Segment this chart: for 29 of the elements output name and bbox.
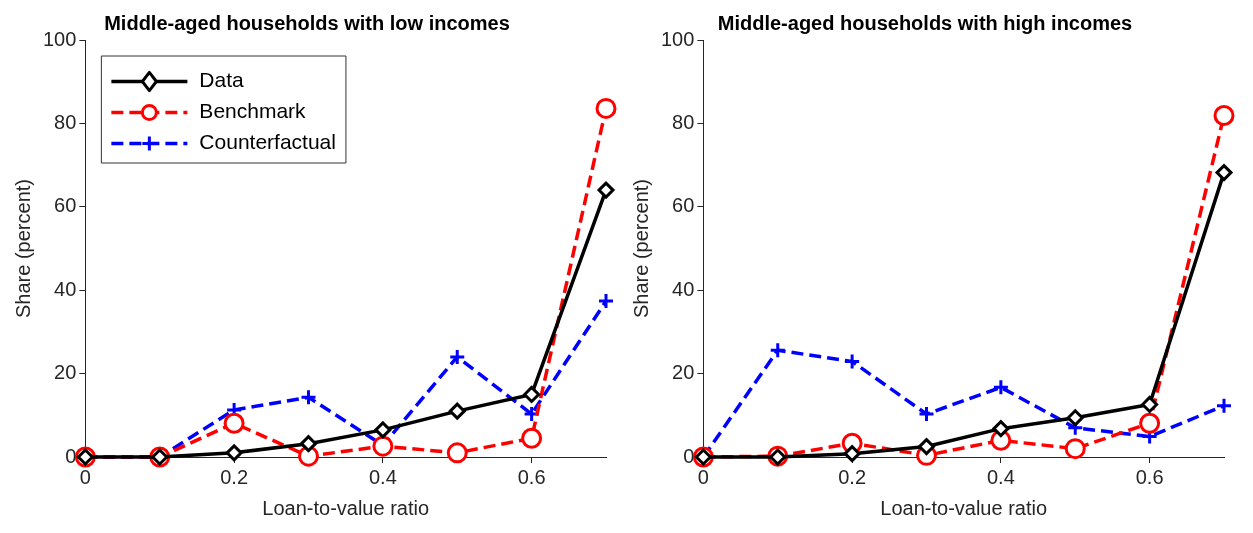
y-tick-label: 0: [683, 444, 695, 467]
y-tick-label: 100: [660, 27, 695, 50]
legend-label: Counterfactual: [199, 130, 336, 154]
legend-label: Benchmark: [199, 99, 307, 123]
x-tick-label: 0.2: [220, 465, 249, 488]
x-axis-title: Loan-to-value ratio: [262, 496, 430, 519]
x-tick-label: 0.2: [838, 465, 867, 488]
legend-label: Data: [199, 68, 245, 92]
y-tick-label: 60: [54, 194, 77, 217]
chart-title: Middle-aged households with high incomes: [717, 11, 1133, 34]
y-tick-label: 40: [672, 277, 695, 300]
y-axis-title: Share (percent): [11, 179, 34, 318]
y-tick-label: 20: [672, 361, 695, 384]
y-tick-label: 40: [54, 277, 77, 300]
x-tick-label: 0.6: [517, 465, 546, 488]
x-tick-label: 0.4: [986, 465, 1015, 488]
y-tick-label: 60: [672, 194, 695, 217]
y-tick-label: 0: [65, 444, 77, 467]
x-tick-label: 0: [697, 465, 709, 488]
y-tick-label: 100: [42, 27, 77, 50]
y-tick-label: 20: [54, 361, 77, 384]
x-axis-title: Loan-to-value ratio: [880, 496, 1048, 519]
y-tick-label: 80: [54, 110, 77, 133]
y-axis-title: Share (percent): [629, 179, 652, 318]
y-tick-label: 80: [672, 110, 695, 133]
x-tick-label: 0.4: [368, 465, 397, 488]
x-tick-label: 0.6: [1135, 465, 1164, 488]
x-tick-label: 0: [79, 465, 91, 488]
chart-title: Middle-aged households with low incomes: [104, 11, 510, 34]
